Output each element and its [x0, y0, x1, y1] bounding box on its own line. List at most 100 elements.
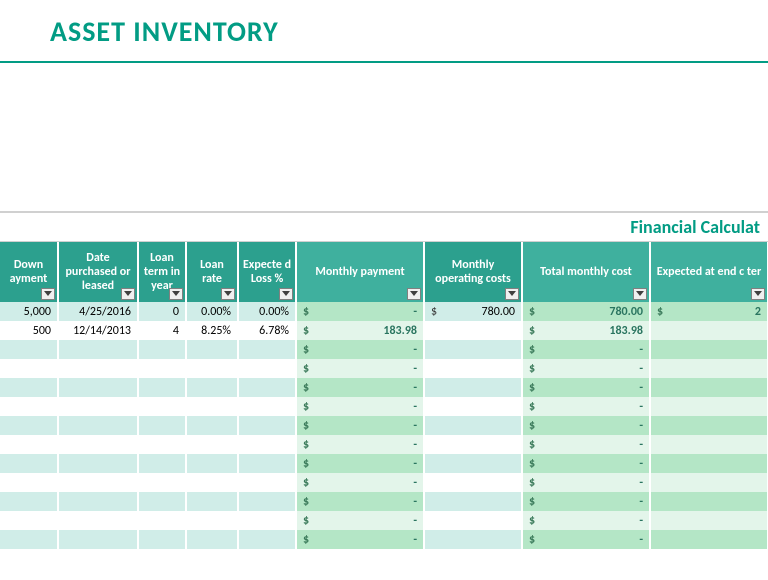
table-cell[interactable]: [0, 416, 58, 435]
col-header[interactable]: Expecte d Loss %: [238, 242, 296, 302]
table-cell[interactable]: [238, 492, 296, 511]
table-cell[interactable]: [58, 454, 138, 473]
table-cell[interactable]: [186, 492, 238, 511]
table-cell[interactable]: 4/25/2016: [58, 302, 138, 321]
col-header[interactable]: Total monthly cost: [522, 242, 650, 302]
table-cell[interactable]: $-: [522, 340, 650, 359]
table-cell[interactable]: $-: [296, 416, 424, 435]
table-cell[interactable]: $-: [522, 511, 650, 530]
table-cell[interactable]: [186, 378, 238, 397]
table-cell[interactable]: [138, 378, 186, 397]
table-cell[interactable]: [424, 454, 522, 473]
filter-dropdown-icon[interactable]: [751, 288, 765, 300]
table-cell[interactable]: [650, 321, 768, 340]
table-cell[interactable]: [58, 416, 138, 435]
table-cell[interactable]: $780.00: [522, 302, 650, 321]
table-cell[interactable]: [0, 492, 58, 511]
table-cell[interactable]: [238, 454, 296, 473]
table-cell[interactable]: [650, 473, 768, 492]
table-cell[interactable]: [0, 435, 58, 454]
table-cell[interactable]: [138, 473, 186, 492]
col-header[interactable]: Down ayment: [0, 242, 58, 302]
table-cell[interactable]: [650, 492, 768, 511]
col-header[interactable]: Date purchased or leased: [58, 242, 138, 302]
table-cell[interactable]: 12/14/2013: [58, 321, 138, 340]
table-cell[interactable]: $-: [296, 397, 424, 416]
table-cell[interactable]: [238, 340, 296, 359]
table-cell[interactable]: $-: [296, 302, 424, 321]
table-cell[interactable]: [138, 359, 186, 378]
table-cell[interactable]: 500: [0, 321, 58, 340]
table-cell[interactable]: [186, 340, 238, 359]
table-cell[interactable]: [424, 416, 522, 435]
table-cell[interactable]: [138, 340, 186, 359]
col-header[interactable]: Loan term in year: [138, 242, 186, 302]
table-cell[interactable]: $-: [296, 473, 424, 492]
table-cell[interactable]: $-: [296, 511, 424, 530]
table-cell[interactable]: [424, 492, 522, 511]
table-cell[interactable]: [138, 454, 186, 473]
table-cell[interactable]: 5,000: [0, 302, 58, 321]
table-cell[interactable]: [138, 511, 186, 530]
table-cell[interactable]: [58, 492, 138, 511]
col-header[interactable]: Monthly operating costs: [424, 242, 522, 302]
table-cell[interactable]: [186, 530, 238, 549]
table-cell[interactable]: $2: [650, 302, 768, 321]
table-cell[interactable]: [58, 378, 138, 397]
table-cell[interactable]: $-: [296, 378, 424, 397]
table-cell[interactable]: $-: [522, 378, 650, 397]
table-cell[interactable]: $-: [522, 530, 650, 549]
table-cell[interactable]: [238, 435, 296, 454]
table-cell[interactable]: [650, 530, 768, 549]
col-header[interactable]: Loan rate: [186, 242, 238, 302]
table-cell[interactable]: [0, 340, 58, 359]
table-cell[interactable]: [424, 435, 522, 454]
table-cell[interactable]: [424, 530, 522, 549]
table-cell[interactable]: $-: [296, 530, 424, 549]
table-cell[interactable]: [58, 340, 138, 359]
table-cell[interactable]: 0.00%: [238, 302, 296, 321]
table-cell[interactable]: 6.78%: [238, 321, 296, 340]
filter-dropdown-icon[interactable]: [41, 288, 55, 300]
table-cell[interactable]: $-: [522, 473, 650, 492]
table-cell[interactable]: [238, 511, 296, 530]
table-cell[interactable]: [0, 511, 58, 530]
table-cell[interactable]: [0, 359, 58, 378]
table-cell[interactable]: [186, 359, 238, 378]
table-cell[interactable]: [58, 359, 138, 378]
filter-dropdown-icon[interactable]: [505, 288, 519, 300]
table-cell[interactable]: [186, 397, 238, 416]
table-cell[interactable]: [424, 359, 522, 378]
table-cell[interactable]: [138, 492, 186, 511]
table-cell[interactable]: [238, 378, 296, 397]
table-cell[interactable]: $183.98: [522, 321, 650, 340]
table-cell[interactable]: $-: [296, 454, 424, 473]
table-cell[interactable]: [650, 416, 768, 435]
table-cell[interactable]: [138, 435, 186, 454]
table-cell[interactable]: [138, 530, 186, 549]
col-header[interactable]: Monthly payment: [296, 242, 424, 302]
table-cell[interactable]: [650, 359, 768, 378]
table-cell[interactable]: [650, 378, 768, 397]
table-cell[interactable]: [58, 473, 138, 492]
table-cell[interactable]: [238, 416, 296, 435]
table-cell[interactable]: $-: [522, 454, 650, 473]
table-cell[interactable]: $-: [296, 340, 424, 359]
table-cell[interactable]: [0, 454, 58, 473]
table-cell[interactable]: [0, 473, 58, 492]
table-cell[interactable]: [424, 473, 522, 492]
table-cell[interactable]: [238, 359, 296, 378]
table-cell[interactable]: [424, 378, 522, 397]
filter-dropdown-icon[interactable]: [121, 288, 135, 300]
table-cell[interactable]: [186, 435, 238, 454]
table-cell[interactable]: [138, 397, 186, 416]
table-cell[interactable]: $-: [296, 435, 424, 454]
filter-dropdown-icon[interactable]: [279, 288, 293, 300]
table-cell[interactable]: [0, 530, 58, 549]
table-cell[interactable]: [650, 454, 768, 473]
table-cell[interactable]: $-: [522, 416, 650, 435]
table-cell[interactable]: [424, 511, 522, 530]
table-cell[interactable]: [424, 397, 522, 416]
table-cell[interactable]: [650, 435, 768, 454]
table-cell[interactable]: 8.25%: [186, 321, 238, 340]
